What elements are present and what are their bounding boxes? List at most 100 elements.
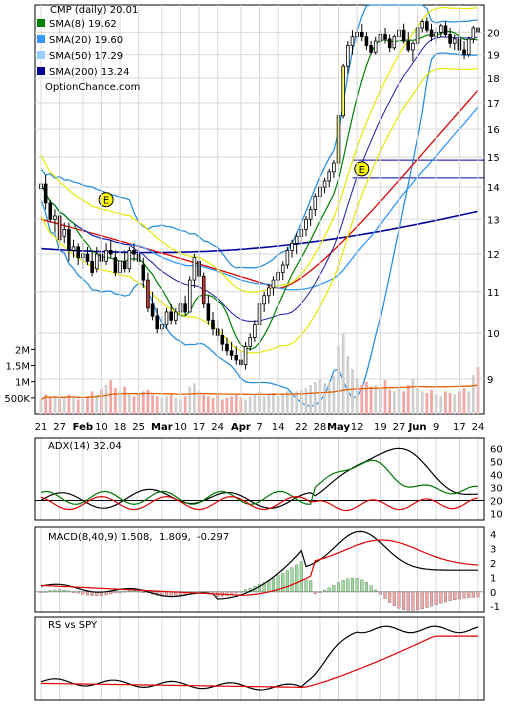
macd-hist-bar — [318, 591, 322, 593]
candle-body — [150, 303, 155, 317]
macd-hist-bar — [406, 591, 410, 611]
x-tick-label: 22 — [295, 422, 308, 433]
x-tick-label: 12 — [351, 422, 364, 433]
watermark: OptionChance.com — [45, 82, 140, 93]
adx-tick-label: 50 — [490, 457, 503, 468]
macd-hist-bar — [425, 591, 429, 608]
macd-hist-bar — [467, 591, 471, 598]
macd-line — [40, 530, 478, 600]
macd-hist-bar — [262, 582, 266, 592]
candle-body — [304, 218, 308, 230]
rs-title: RS vs SPY — [48, 620, 98, 631]
volume-bar — [392, 391, 396, 414]
adx-frame — [34, 437, 485, 521]
candle-body — [164, 311, 169, 325]
candle-body — [462, 49, 466, 55]
earnings-marker — [98, 192, 114, 208]
volume-bar — [262, 396, 266, 414]
candle-body — [466, 38, 471, 55]
plus-di-line — [40, 459, 479, 506]
volume-bar — [113, 388, 117, 414]
rs-line — [40, 625, 479, 691]
x-tick-label: Apr — [231, 422, 251, 433]
candle-body — [383, 34, 387, 40]
adx-tick-label: 20 — [490, 496, 503, 507]
legend-sma8: SMA(8) 19.62 — [49, 19, 117, 30]
candle-body — [280, 264, 285, 273]
x-tick-label: 24 — [211, 422, 224, 433]
x-tick-label: 19 — [374, 422, 387, 433]
x-tick-label: 10 — [95, 422, 108, 433]
candle-body — [225, 343, 229, 352]
y-tick-label: 18 — [487, 74, 500, 85]
volume-bar — [462, 388, 466, 414]
macd-hist-bar — [132, 590, 136, 592]
macd-hist-bar — [127, 590, 131, 592]
macd-hist-bar — [67, 590, 71, 593]
macd-hist-bar — [295, 564, 299, 592]
macd-hist-value: -0.297 — [197, 532, 229, 543]
x-tick-label: May — [327, 422, 350, 433]
candle-body — [248, 337, 252, 347]
macd-hist-bar — [346, 578, 350, 592]
candle-body — [452, 38, 457, 44]
volume-bar — [206, 396, 210, 414]
macd-tick-label: 4 — [490, 530, 496, 541]
candle-body — [220, 334, 225, 345]
macd-hist-bar — [62, 590, 66, 592]
macd-hist-bar — [397, 591, 401, 609]
volume-bar — [132, 396, 136, 414]
macd-hist-bar — [81, 591, 85, 595]
volume-bar — [448, 393, 452, 414]
macd-hist-bar — [285, 570, 289, 592]
candle-body — [94, 253, 99, 270]
candle-body — [127, 250, 132, 270]
volume-bar — [346, 355, 350, 414]
macd-hist-bar — [341, 580, 345, 592]
macd-hist-bar — [476, 591, 480, 598]
y-tick-label: 9 — [487, 375, 493, 386]
candle-body — [67, 229, 71, 251]
candle-body — [411, 42, 415, 51]
macd-hist-bar — [439, 591, 443, 604]
macd-hist-bar — [53, 589, 57, 592]
macd-hist-bar — [109, 591, 113, 595]
macd-frame — [34, 526, 485, 613]
legend-swatch-sma50 — [37, 51, 45, 59]
macd-hist-bar — [336, 582, 341, 592]
candle-body — [313, 196, 318, 210]
macd-hist-bar — [257, 584, 262, 592]
macd-hist-bar — [202, 591, 206, 593]
candle-body — [234, 354, 239, 361]
legend-sma50: SMA(50) 17.29 — [49, 51, 123, 62]
candle-body — [108, 250, 113, 255]
candle-body — [155, 315, 160, 330]
y-tick-label: 20 — [487, 28, 500, 39]
macd-hist-bar — [71, 591, 76, 593]
candle-body — [229, 350, 234, 356]
volume-bar — [225, 397, 229, 414]
macd-hist-bar — [123, 590, 127, 593]
candle-body — [271, 279, 276, 289]
macd-hist-bar — [369, 585, 373, 592]
volume-bar — [62, 397, 66, 414]
volume-bar — [383, 380, 387, 414]
macd-hist-bar — [76, 591, 80, 594]
x-tick-label: 17 — [453, 422, 466, 433]
x-tick-label: 24 — [472, 422, 485, 433]
candle-body — [350, 36, 355, 46]
minus-di-line — [40, 495, 479, 512]
date-axis: 21 27 Feb 10 18 25 Mar 10 17 24 Apr 7 14 22 28 May 12 19 2… — [35, 5, 485, 700]
x-tick-label: Feb — [73, 422, 93, 433]
macd-hist-bar — [313, 591, 317, 594]
candle-body — [439, 25, 443, 33]
macd-hist-bar — [58, 589, 62, 592]
y-tick-label: 17 — [487, 99, 500, 110]
candle-body — [169, 311, 173, 321]
macd-hist-bar — [355, 578, 359, 592]
candle-body — [267, 287, 271, 297]
candle-body — [53, 215, 57, 220]
macd-hist-bar — [350, 577, 355, 592]
macd-hist-bar — [48, 590, 52, 592]
